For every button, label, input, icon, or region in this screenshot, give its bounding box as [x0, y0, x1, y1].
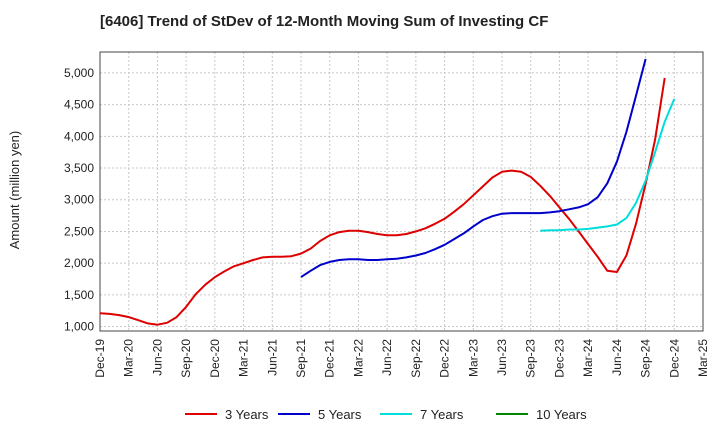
x-tick-label: Mar-24 [581, 339, 595, 377]
legend-label: 7 Years [420, 407, 464, 422]
y-tick-label: 3,500 [64, 161, 94, 175]
x-tick-label: Mar-23 [466, 339, 480, 377]
x-tick-label: Jun-23 [495, 339, 509, 376]
legend-label: 5 Years [318, 407, 362, 422]
x-tick-label: Jun-22 [380, 339, 394, 376]
y-axis-label: Amount (million yen) [7, 131, 22, 250]
y-tick-label: 1,000 [64, 320, 94, 334]
series-line [540, 98, 676, 232]
x-tick-label: Sep-21 [294, 339, 308, 378]
y-tick-label: 3,000 [64, 193, 94, 207]
legend-label: 10 Years [536, 407, 587, 422]
x-tick-label: Dec-20 [208, 339, 222, 378]
series-line [300, 58, 647, 278]
x-tick-label: Sep-23 [524, 339, 538, 378]
y-tick-label: 2,000 [64, 256, 94, 270]
x-tick-label: Dec-22 [438, 339, 452, 378]
y-tick-label: 4,000 [64, 129, 94, 143]
x-tick-label: Jun-21 [265, 339, 279, 376]
plot-area: 1,000 1,500 2,000 2,500 3,000 3,500 4,000 4,500… [64, 51, 710, 378]
plot-frame [99, 51, 704, 332]
x-tick-label: Sep-22 [409, 339, 423, 378]
x-tick-label: Jun-20 [150, 339, 164, 376]
x-tick-label: Dec-23 [552, 339, 566, 378]
y-tick-label: 1,500 [64, 288, 94, 302]
x-tick-label: Mar-22 [351, 339, 365, 377]
x-tick-label: Sep-24 [639, 339, 653, 378]
y-tick-label: 5,000 [64, 66, 94, 80]
x-tick-label: Dec-24 [667, 339, 681, 378]
x-tick-label: Dec-19 [93, 339, 107, 378]
x-tick-label: Mar-20 [122, 339, 136, 377]
x-tick-label: Mar-25 [696, 339, 710, 377]
x-tick-label: Jun-24 [610, 339, 624, 376]
y-tick-label: 4,500 [64, 98, 94, 112]
series-line [99, 77, 666, 326]
x-tick-label: Mar-21 [237, 339, 251, 377]
y-tick-label: 2,500 [64, 224, 94, 238]
legend-label: 3 Years [225, 407, 269, 422]
chart-title: [6406] Trend of StDev of 12-Month Moving… [100, 13, 548, 30]
x-tick-label: Sep-20 [179, 339, 193, 378]
legend: 3 Years 5 Years 7 Years 10 Years [185, 407, 587, 422]
x-tick-label: Dec-21 [323, 339, 337, 378]
